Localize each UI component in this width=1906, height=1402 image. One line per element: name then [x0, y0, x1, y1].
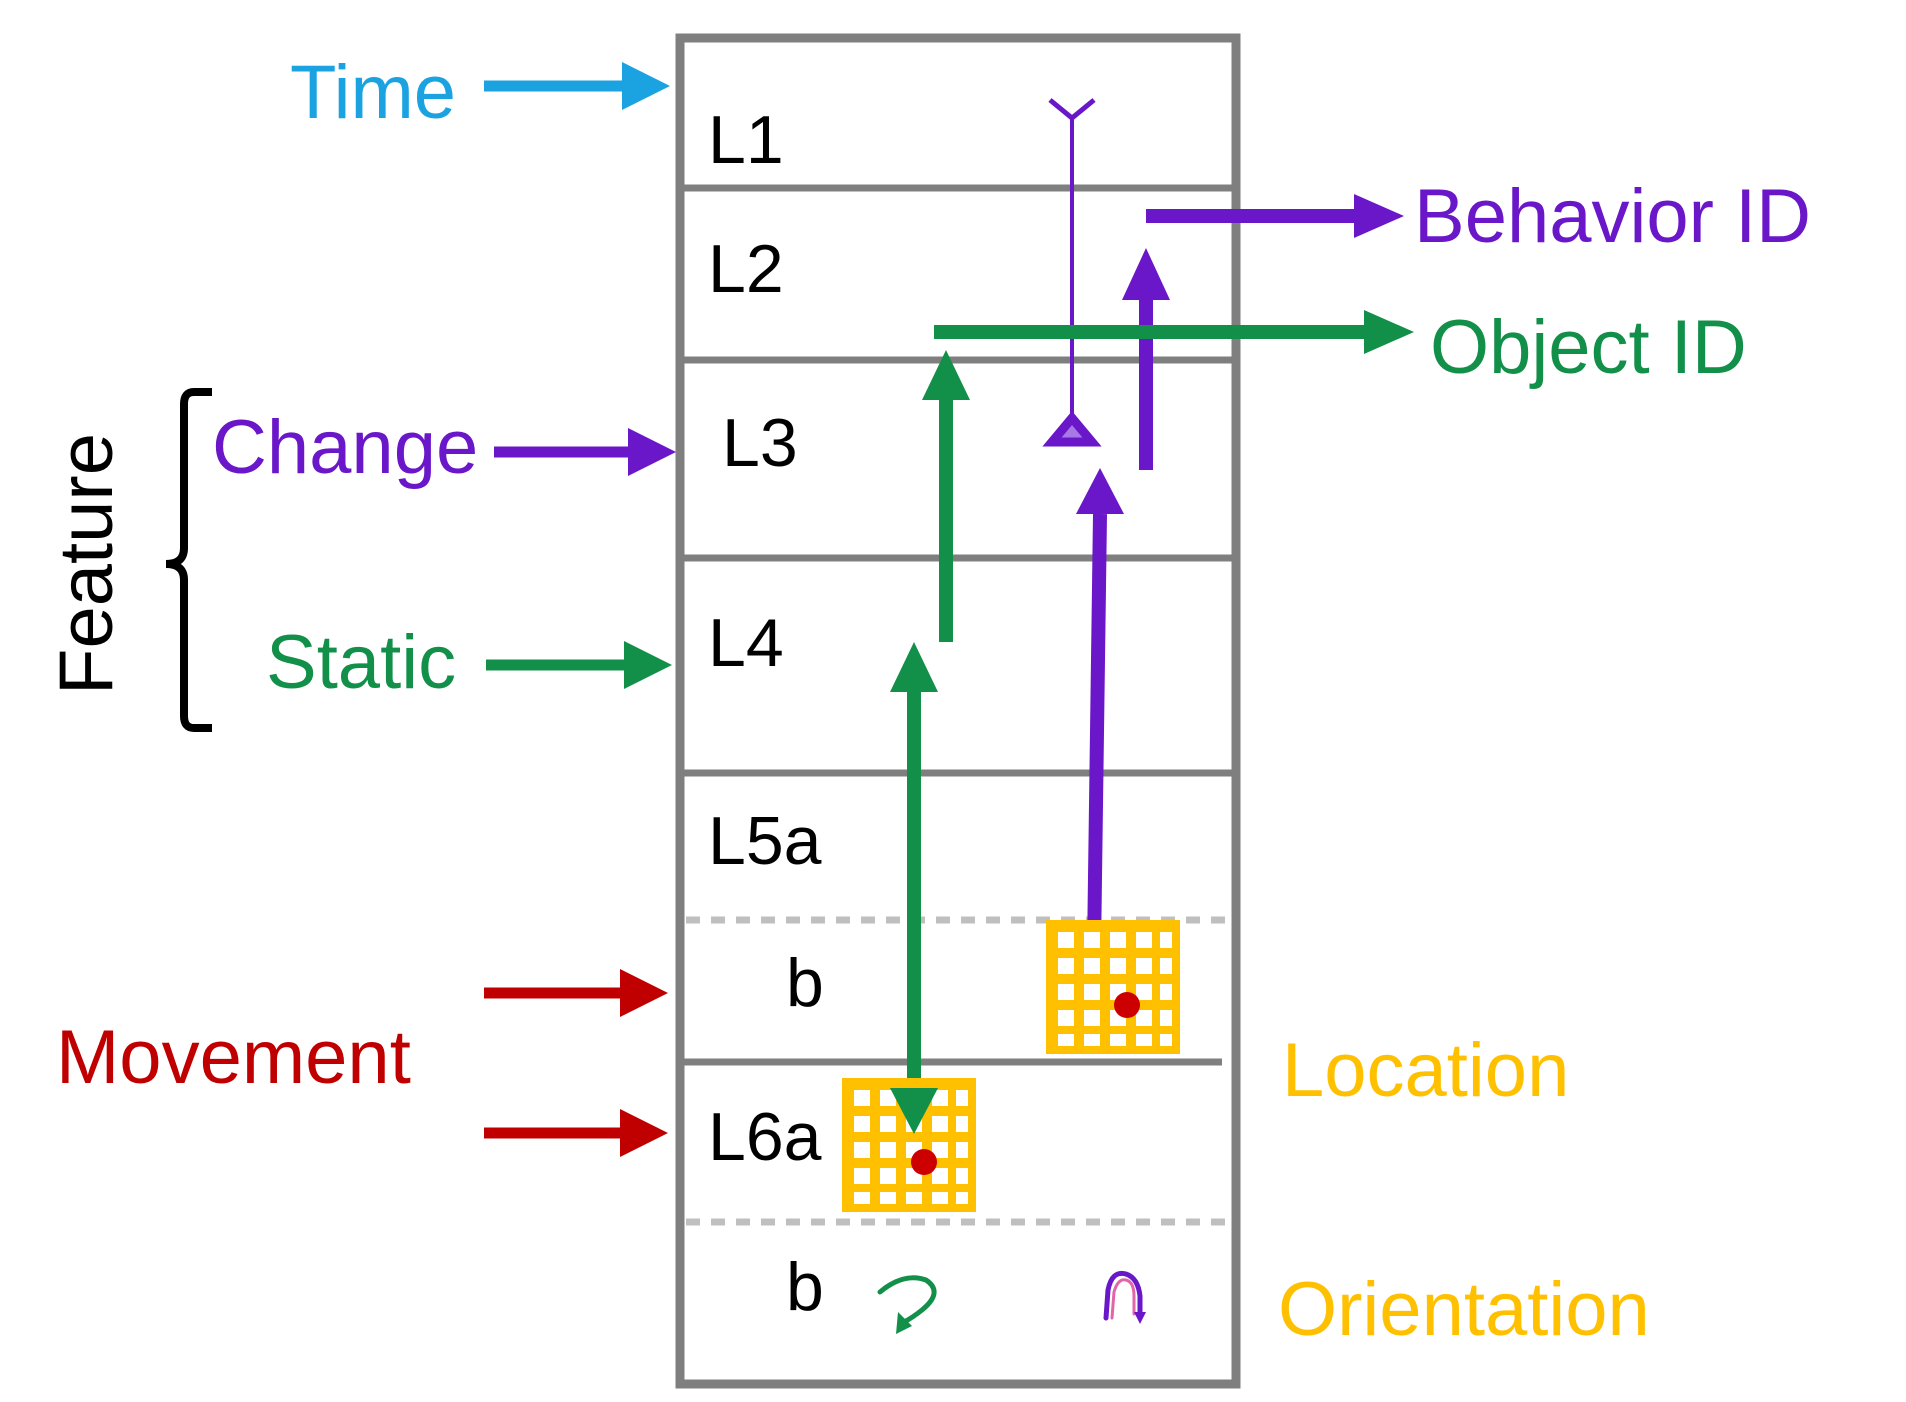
location-grid-l6a — [842, 1078, 976, 1212]
frame-label-location: Location — [1282, 1028, 1569, 1113]
output-label-object-id: Object ID — [1430, 305, 1747, 390]
object-id-arrow — [922, 310, 1414, 642]
layer-label-l5a: L5a — [708, 803, 822, 879]
input-label-feature: Feature — [44, 433, 129, 695]
layer-label-l6a: L6a — [708, 1099, 822, 1175]
purple-bidirectional-arrow — [1070, 468, 1124, 992]
location-grid-l5b — [1046, 920, 1180, 1054]
layer-label-l6b: b — [786, 1249, 824, 1325]
input-arrow-movement-l5b — [484, 969, 668, 1017]
location-dot-l5b — [1114, 992, 1140, 1018]
input-label-movement: Movement — [56, 1015, 411, 1100]
input-arrow-time — [484, 62, 670, 110]
layer-label-l4: L4 — [708, 605, 784, 681]
layer-label-l3: L3 — [722, 405, 798, 481]
layer-label-l1: L1 — [708, 102, 784, 178]
input-label-change: Change — [212, 405, 478, 490]
cell-body-triangle — [1042, 410, 1102, 447]
output-label-behavior-id: Behavior ID — [1414, 174, 1811, 259]
input-label-static: Static — [266, 620, 456, 705]
layer-label-l2: L2 — [708, 231, 784, 307]
input-arrow-static — [486, 641, 672, 689]
layer-label-l5b: b — [786, 945, 824, 1021]
input-arrow-movement-l6a — [484, 1109, 668, 1157]
orientation-icon-purple — [1103, 1270, 1146, 1324]
column-frame — [675, 33, 1241, 1389]
input-label-time: Time — [290, 50, 456, 135]
feature-bracket — [165, 388, 212, 732]
orientation-icon-green — [877, 1275, 937, 1334]
behavior-neuron — [1042, 98, 1102, 447]
green-arrowhead-into-grid — [890, 1088, 938, 1134]
dendrite-tuft — [1048, 98, 1096, 122]
input-arrow-change — [494, 428, 676, 476]
location-dot-l6a — [911, 1149, 937, 1175]
frame-label-orientation: Orientation — [1278, 1267, 1650, 1352]
